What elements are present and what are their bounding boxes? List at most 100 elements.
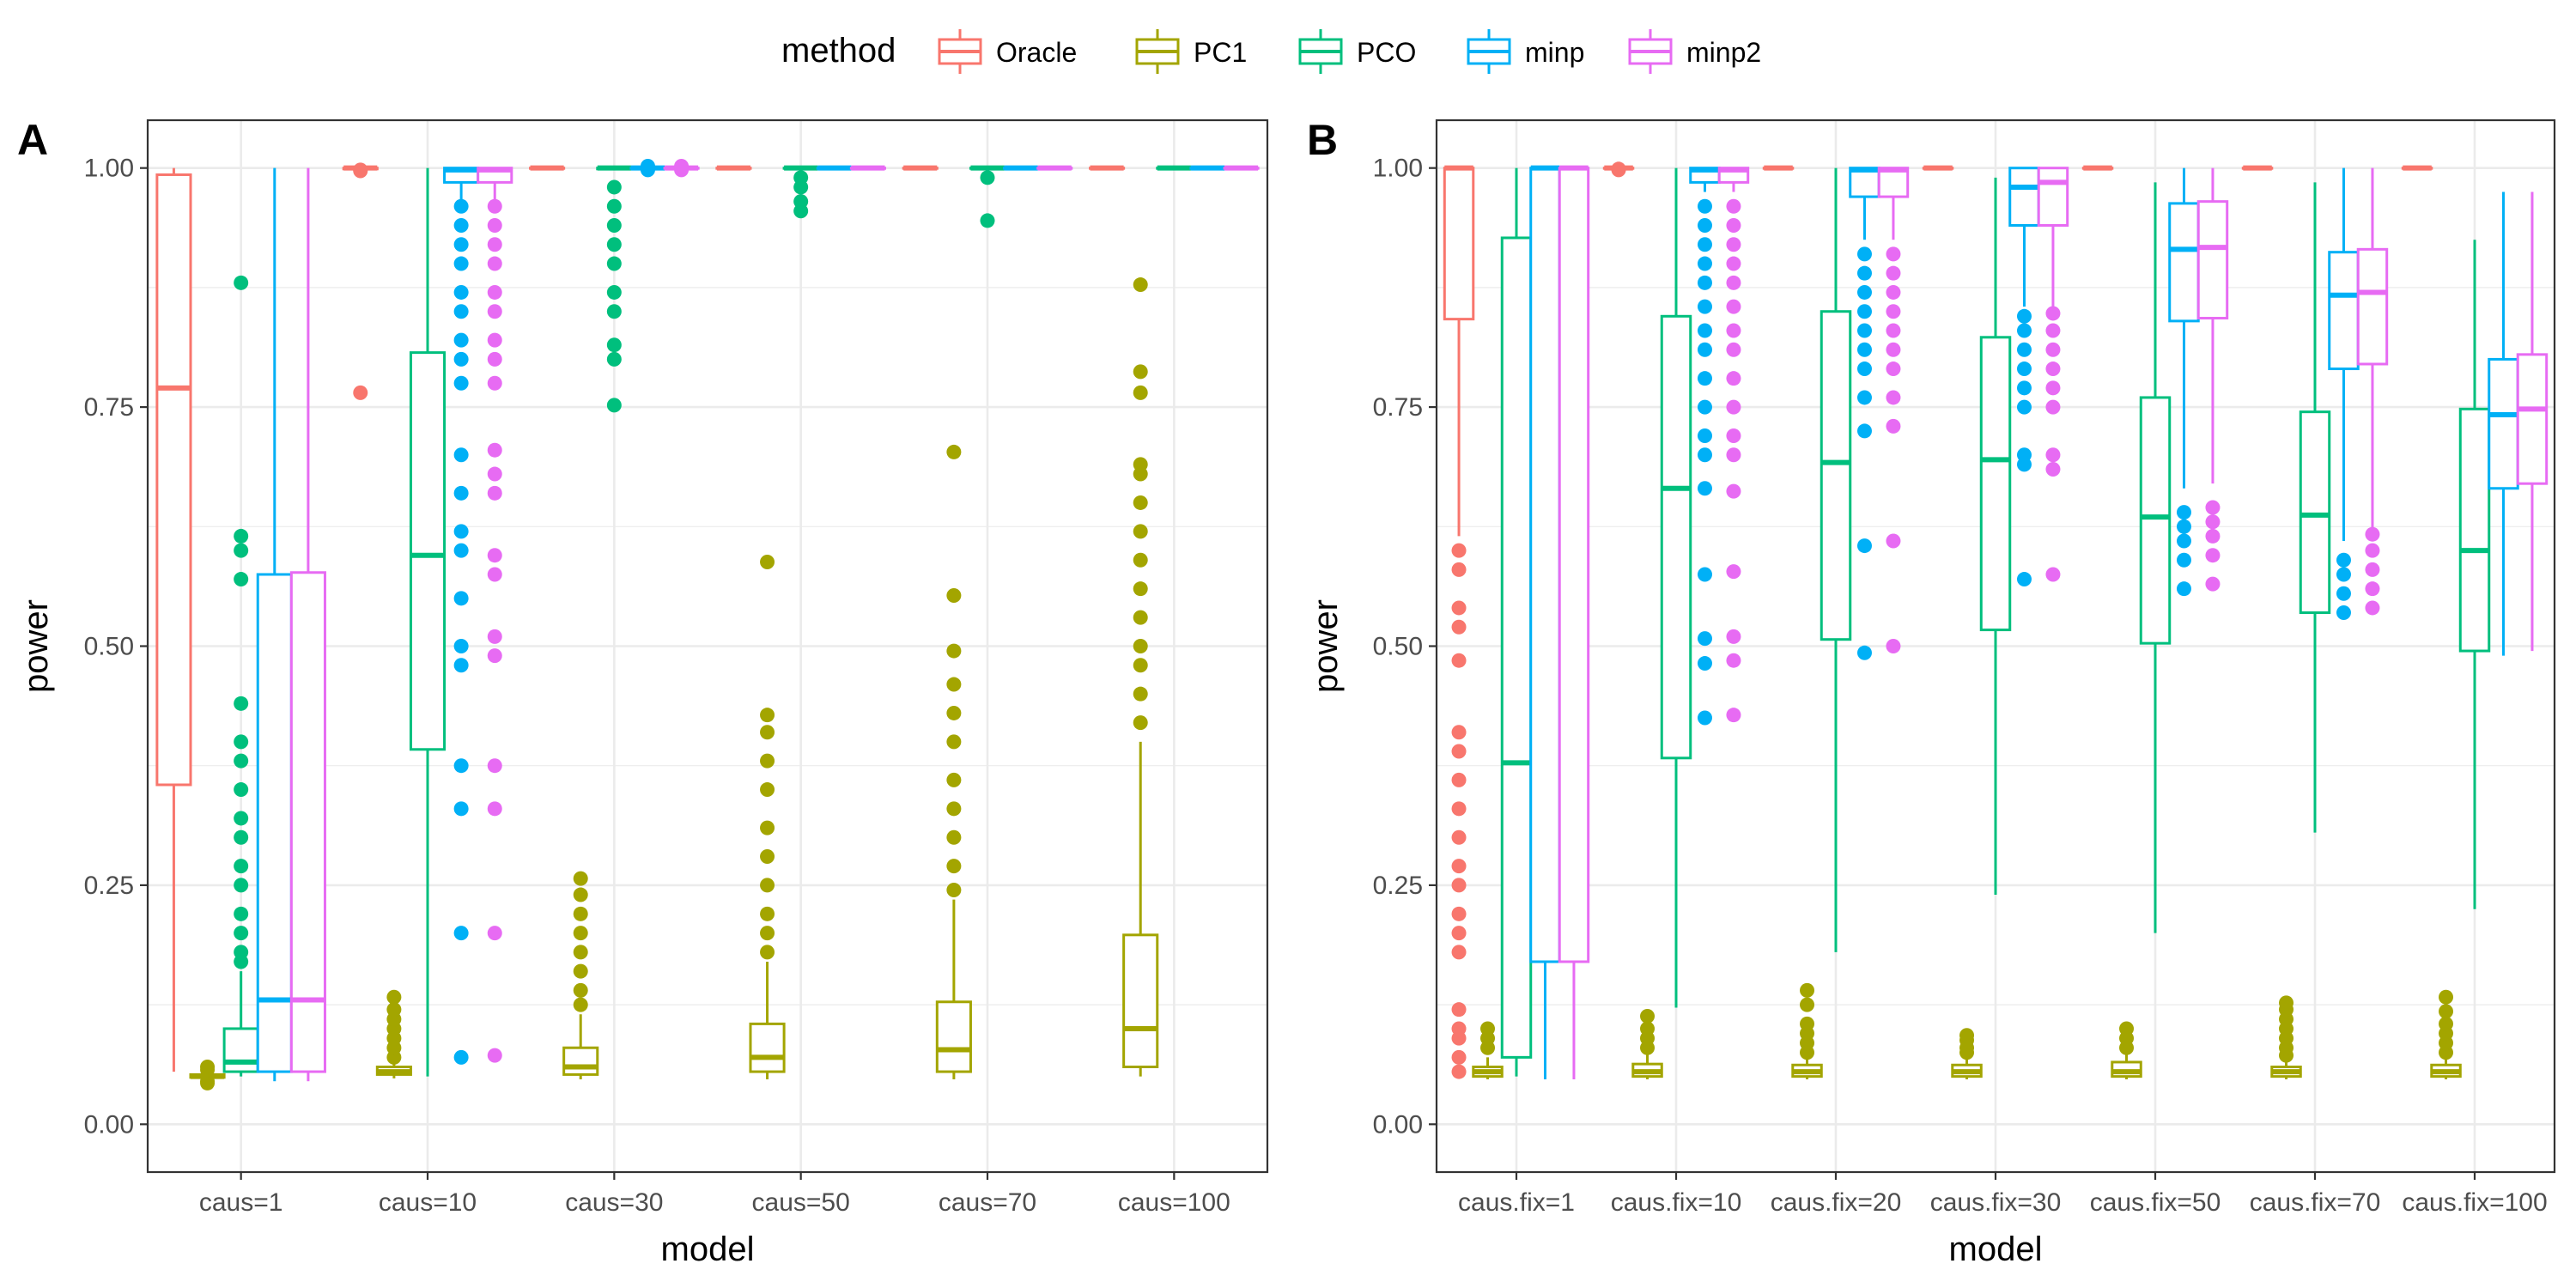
y-tick-label: 0.75: [1373, 393, 1423, 422]
outlier-point: [1451, 1002, 1467, 1018]
box-iqr: [1660, 314, 1692, 760]
box-caus=70-oracle: [902, 165, 939, 171]
outlier-point: [573, 945, 588, 960]
outlier-point: [1480, 1021, 1496, 1036]
box-caus=1-pc1: [189, 1060, 226, 1091]
outlier-point: [234, 782, 249, 798]
legend-item-pco: PCO: [1298, 29, 1416, 74]
outlier-point: [1451, 744, 1467, 759]
outlier-point: [353, 162, 368, 178]
outlier-point: [2205, 576, 2221, 592]
outlier-point: [1856, 423, 1872, 439]
outlier-point: [760, 878, 775, 893]
outlier-point: [453, 284, 469, 300]
box-iqr: [1820, 310, 1852, 641]
outlier-point: [1133, 658, 1148, 673]
legend-item-oracle: Oracle: [938, 29, 1077, 74]
panel-b: 0.00 0.25 0.50 0.75 1.00 caus.fix=1 caus.fix=1…: [1307, 116, 2556, 1268]
outlier-point: [1451, 1021, 1467, 1036]
box-caus.fix=1-oracle: [1443, 165, 1475, 1079]
outlier-point: [2336, 567, 2351, 582]
box-caus.fix=20-oracle: [1762, 165, 1795, 171]
x-tick-label: caus.fix=1: [1458, 1188, 1575, 1217]
outlier-point: [793, 170, 809, 185]
box-iqr: [2516, 353, 2549, 485]
box-iqr: [409, 351, 447, 751]
outlier-point: [386, 989, 402, 1005]
box-caus=10-minp2: [477, 167, 513, 1063]
outlier-point: [2176, 581, 2191, 597]
outlier-point: [2045, 399, 2061, 415]
outlier-point: [1726, 483, 1741, 499]
outlier-point: [2336, 586, 2351, 601]
outlier-point: [2205, 548, 2221, 563]
outlier-point: [1726, 275, 1741, 290]
outlier-point: [487, 256, 502, 271]
outlier-point: [2045, 306, 2061, 321]
y-tick-label: 1.00: [1373, 155, 1423, 183]
outlier-point: [2045, 567, 2061, 582]
outlier-point: [234, 528, 249, 544]
outlier-point: [1856, 323, 1872, 338]
outlier-point: [2016, 572, 2032, 587]
box-caus.fix=50-pc1: [2111, 1021, 2142, 1079]
outlier-point: [487, 801, 502, 817]
outlier-point: [487, 1048, 502, 1063]
box-iqr: [1443, 167, 1475, 321]
box-caus=100-oracle: [1089, 165, 1126, 171]
outlier-point: [1697, 371, 1712, 386]
outlier-point: [1697, 256, 1712, 271]
outlier-point: [760, 849, 775, 864]
box-iqr: [2458, 407, 2491, 653]
outlier-point: [234, 734, 249, 750]
outlier-point: [1726, 198, 1741, 214]
box-caus.fix=30-minp: [2008, 167, 2040, 587]
outlier-point: [1133, 385, 1148, 400]
box-caus.fix=100-minp: [2488, 191, 2519, 656]
outlier-point: [200, 1073, 216, 1089]
outlier-point: [2176, 552, 2191, 568]
outlier-point: [573, 887, 588, 902]
outlier-point: [1726, 399, 1741, 415]
outlier-point: [606, 337, 622, 353]
box-caus.fix=1-pc1: [1472, 1021, 1504, 1079]
outlier-point: [1451, 859, 1467, 874]
outlier-point: [1611, 161, 1626, 177]
outlier-point: [1133, 715, 1148, 731]
outlier-point: [1856, 304, 1872, 319]
outlier-point: [487, 332, 502, 348]
outlier-point: [1726, 708, 1741, 723]
outlier-point: [1856, 246, 1872, 262]
outlier-point: [2176, 519, 2191, 534]
box-caus.fix=10-minp2: [1717, 167, 1750, 723]
box-caus.fix=100-pco: [2458, 240, 2491, 909]
outlier-point: [2439, 1016, 2454, 1031]
outlier-point: [2045, 447, 2061, 463]
outlier-point: [487, 237, 502, 252]
x-tick-label: caus.fix=50: [2090, 1188, 2221, 1217]
outlier-point: [1856, 284, 1872, 300]
outlier-point: [1133, 552, 1148, 568]
legend-label: PC1: [1194, 37, 1247, 68]
outlier-point: [1451, 906, 1467, 921]
box-caus.fix=10-pc1: [1631, 1008, 1663, 1079]
outlier-point: [1886, 418, 1901, 434]
outlier-point: [760, 725, 775, 740]
x-tick-label: caus=1: [199, 1188, 283, 1217]
outlier-point: [1697, 631, 1712, 647]
outlier-point: [487, 284, 502, 300]
outlier-point: [487, 442, 502, 458]
panel-a: 0.00 0.25 0.50 0.75 1.00 caus=1 caus=10 caus=30…: [17, 116, 1269, 1268]
box-caus.fix=70-minp: [2328, 167, 2360, 621]
outlier-point: [1886, 639, 1901, 653]
outlier-point: [1451, 543, 1467, 558]
outlier-point: [2439, 1004, 2454, 1019]
y-tick-label: 0.25: [84, 872, 134, 900]
box-caus.fix=1-minp2: [1558, 165, 1590, 1079]
outlier-point: [386, 1002, 402, 1018]
box-caus.fix=10-minp: [1689, 167, 1721, 726]
outlier-point: [2365, 543, 2380, 558]
outlier-point: [1856, 645, 1872, 660]
box-caus=30-oracle: [529, 165, 566, 171]
outlier-point: [1133, 639, 1148, 653]
